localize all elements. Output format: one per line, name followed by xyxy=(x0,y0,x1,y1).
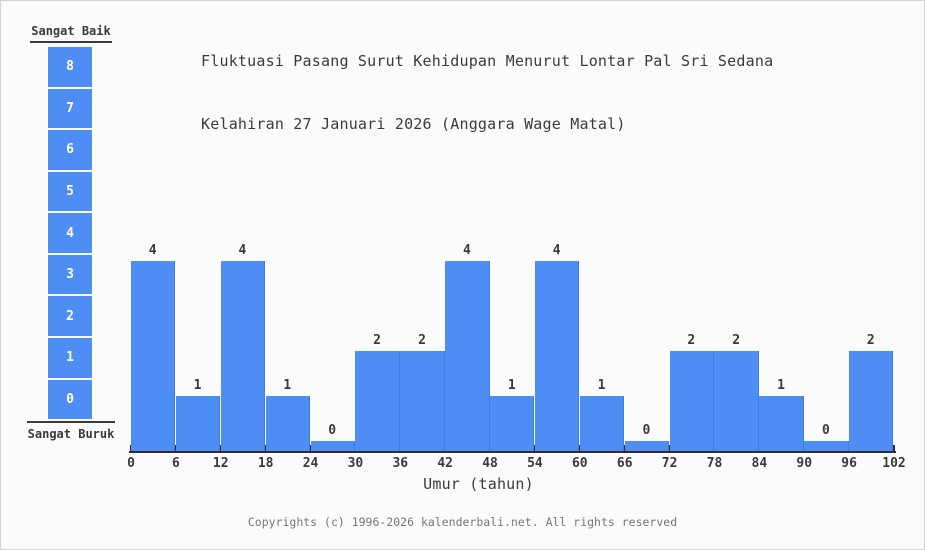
x-tick-label: 72 xyxy=(661,456,678,471)
scale-label-sangat-buruk: Sangat Buruk xyxy=(27,421,115,441)
bar-value-label: 2 xyxy=(373,333,382,348)
bar-value-label: 1 xyxy=(193,378,202,393)
x-tick-label: 36 xyxy=(392,456,409,471)
bar xyxy=(355,351,400,451)
bar xyxy=(849,351,894,451)
x-tick-label: 18 xyxy=(257,456,274,471)
bar-value-label: 1 xyxy=(283,378,292,393)
chart-title: Fluktuasi Pasang Surut Kehidupan Menurut… xyxy=(201,9,773,177)
bar-value-label: 4 xyxy=(462,243,471,258)
scale-level-box: 8 xyxy=(48,47,92,87)
x-tick-label: 6 xyxy=(171,456,180,471)
x-tick-label: 78 xyxy=(706,456,723,471)
bar xyxy=(759,396,804,451)
bar xyxy=(490,396,535,451)
bar-value-label: 4 xyxy=(238,243,247,258)
bar-value-label: 1 xyxy=(777,378,785,393)
bar-value-label: 1 xyxy=(507,378,516,393)
bar-value-label: 0 xyxy=(642,423,651,438)
scale-level-box: 4 xyxy=(48,213,92,253)
scale-level-box: 0 xyxy=(48,379,92,420)
bar-value-label: 4 xyxy=(148,243,157,258)
scale-level-box: 6 xyxy=(48,130,92,170)
bar-value-label: 1 xyxy=(597,378,606,393)
bar xyxy=(445,261,490,451)
bar xyxy=(534,261,580,451)
scale-level-box: 5 xyxy=(48,171,92,212)
x-tick-label: 24 xyxy=(302,456,319,471)
scale-level-box: 2 xyxy=(48,296,92,336)
bar-value-label: 0 xyxy=(822,423,830,438)
x-tick-label: 60 xyxy=(571,456,588,471)
bar xyxy=(400,351,445,451)
x-tick-label: 84 xyxy=(751,456,768,471)
copyright-text: Copyrights (c) 1996-2026 kalenderbali.ne… xyxy=(247,515,678,529)
scale-label-sangat-baik: Sangat Baik xyxy=(30,24,112,43)
bar-value-label: 0 xyxy=(328,423,337,438)
x-tick-label: 66 xyxy=(616,456,633,471)
bar-value-label: 2 xyxy=(687,333,696,348)
x-tick-label: 96 xyxy=(841,456,857,471)
scale-level-box: 3 xyxy=(48,254,92,295)
x-tick-label: 102 xyxy=(882,456,906,471)
bar-value-label: 4 xyxy=(552,243,561,258)
bar xyxy=(669,351,714,451)
bar xyxy=(220,261,266,451)
x-tick-label: 30 xyxy=(347,456,364,471)
bar xyxy=(175,396,221,451)
bar xyxy=(131,261,176,451)
x-axis-line xyxy=(129,451,896,453)
bar-value-label: 2 xyxy=(732,333,741,348)
bar xyxy=(310,441,355,451)
x-tick-label: 90 xyxy=(796,456,813,471)
x-tick-mark xyxy=(893,445,895,452)
x-axis-title: Umur (tahun) xyxy=(423,475,534,493)
scale-level-box: 1 xyxy=(48,337,92,378)
bar-value-label: 2 xyxy=(866,333,875,348)
bar xyxy=(579,396,625,451)
chart-title-line1: Fluktuasi Pasang Surut Kehidupan Menurut… xyxy=(201,52,774,70)
scale-level-box: 7 xyxy=(48,88,92,129)
bar-value-label: 2 xyxy=(418,333,426,348)
x-tick-label: 48 xyxy=(482,456,498,471)
bar xyxy=(804,441,849,451)
x-tick-label: 12 xyxy=(212,456,229,471)
bar xyxy=(265,396,311,451)
x-tick-label: 42 xyxy=(437,456,453,471)
x-tick-label: 0 xyxy=(127,456,135,471)
chart-title-line2: Kelahiran 27 Januari 2026 (Anggara Wage … xyxy=(201,115,626,133)
x-tick-label: 54 xyxy=(527,456,543,471)
bar xyxy=(714,351,759,451)
bar xyxy=(624,441,670,451)
